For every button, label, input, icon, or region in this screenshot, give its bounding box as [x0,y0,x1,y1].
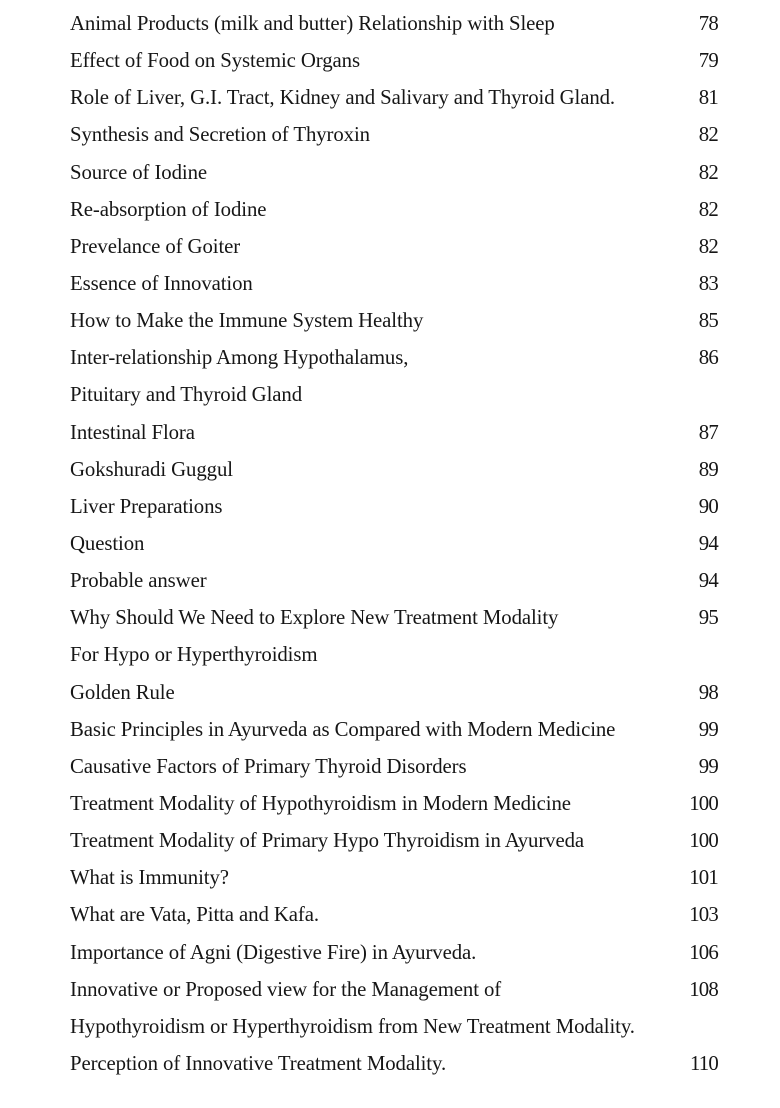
toc-entry-title: Effect of Food on Systemic Organs [70,49,360,73]
toc-entry-page-number: 100 [689,791,719,815]
toc-entry: For Hypo or Hyperthyroidism [0,638,780,675]
toc-entry: Probable answer 94 [0,564,780,601]
toc-entry-title: Prevelance of Goiter [70,234,241,258]
toc-entry-title: Golden Rule [70,680,175,704]
toc-entry-title: Importance of Agni (Digestive Fire) in A… [70,940,477,964]
toc-entry: Source of Iodine 82 [0,156,780,193]
toc-entry-page-number: 94 [698,569,719,593]
toc-entry: How to Make the Immune System Healthy 85 [0,304,780,341]
toc-entry-title: Re-absorption of Iodine [70,197,267,221]
toc-entry: Why Should We Need to Explore New Treatm… [0,601,780,638]
toc-entry: Basic Principles in Ayurveda as Compared… [0,713,780,750]
toc-entry: Animal Products (milk and butter) Relati… [0,7,780,44]
toc-entry-page-number: 78 [698,12,719,35]
toc-entry: Intestinal Flora 87 [0,416,780,453]
toc-entry-page-number: 101 [689,866,719,890]
toc-entry: Role of Liver, G.I. Tract, Kidney and Sa… [0,81,780,118]
toc-entry: Inter-relationship Among Hypothalamus, 86 [0,341,780,378]
toc-entry: Question 94 [0,527,780,564]
toc-entry-page-number: 103 [689,903,719,927]
toc-entry-title: Animal Products (milk and butter) Relati… [70,12,555,35]
toc-entry-page-number: 94 [698,531,719,555]
toc-entry: Causative Factors of Primary Thyroid Dis… [0,750,780,787]
toc-entry: Re-absorption of Iodine 82 [0,193,780,230]
toc-entry-title: Essence of Innovation [70,271,253,295]
toc-entry: Golden Rule 98 [0,676,780,713]
toc-entry: Treatment Modality of Primary Hypo Thyro… [0,824,780,861]
toc-entry-title: Pituitary and Thyroid Gland [70,383,303,407]
toc-entry-page-number: 100 [689,829,719,853]
toc-entry-title: Probable answer [70,569,207,593]
toc-entry-page-number: 95 [698,606,719,630]
toc-entry: Liver Preparations 90 [0,490,780,527]
toc-entry-page-number: 86 [698,346,719,370]
toc-entry-title: What are Vata, Pitta and Kafa. [70,903,319,927]
toc-entry: Prevelance of Goiter 82 [0,230,780,267]
toc-entry: Effect of Food on Systemic Organs 79 [0,44,780,81]
toc-entry: What is Immunity? 101 [0,861,780,898]
toc-entry-page-number: 79 [698,49,719,73]
toc-entry: Synthesis and Secretion of Thyroxin 82 [0,118,780,155]
toc-entry-title: Treatment Modality of Hypothyroidism in … [70,791,571,815]
toc-entry-title: Basic Principles in Ayurveda as Compared… [70,717,616,741]
toc-entry-page-number: 85 [698,309,719,333]
toc-entry-page-number: 83 [698,271,719,295]
toc-entry: Pituitary and Thyroid Gland [0,378,780,415]
toc-entry-page-number: 99 [698,717,719,741]
toc-entry-title: Role of Liver, G.I. Tract, Kidney and Sa… [70,86,616,110]
toc-entry-title: Perception of Innovative Treatment Modal… [70,1051,447,1075]
toc-entry: Importance of Agni (Digestive Fire) in A… [0,936,780,973]
toc-entry-title: Causative Factors of Primary Thyroid Dis… [70,754,467,778]
toc-entry-page-number: 106 [689,940,719,964]
toc-entry: What are Vata, Pitta and Kafa. 103 [0,898,780,935]
toc-entry: Essence of Innovation 83 [0,267,780,304]
toc-entry-title: Innovative or Proposed view for the Mana… [70,977,502,1001]
toc-entry-page-number: 87 [698,420,719,444]
toc-entry-title: For Hypo or Hyperthyroidism [70,643,318,667]
toc-entry-title: How to Make the Immune System Healthy [70,309,424,333]
toc-entry: Treatment Modality of Hypothyroidism in … [0,787,780,824]
toc-entry-title: Inter-relationship Among Hypothalamus, [70,346,409,370]
toc-entry: Gokshuradi Guggul 89 [0,453,780,490]
toc-entry: Innovative or Proposed view for the Mana… [0,973,780,1010]
toc-entry-title: What is Immunity? [70,866,229,890]
toc-entry-title: Why Should We Need to Explore New Treatm… [70,606,559,630]
toc-entry-page-number: 110 [689,1051,719,1075]
toc-entry-title: Treatment Modality of Primary Hypo Thyro… [70,829,584,853]
toc-entry-title: Hypothyroidism or Hyperthyroidism from N… [70,1014,635,1038]
toc-entry-title: Gokshuradi Guggul [70,457,233,481]
toc-entry-page-number: 99 [698,754,719,778]
toc-entry-title: Liver Preparations [70,494,223,518]
table-of-contents: Animal Products (milk and butter) Relati… [0,7,780,1084]
toc-entry-page-number: 82 [698,123,719,147]
toc-entry-page-number: 81 [698,86,719,110]
toc-entry-title: Intestinal Flora [70,420,195,444]
toc-entry: Hypothyroidism or Hyperthyroidism from N… [0,1010,780,1047]
toc-entry: Perception of Innovative Treatment Modal… [0,1047,780,1084]
toc-entry-page-number: 82 [698,234,719,258]
toc-entry-page-number: 98 [698,680,719,704]
toc-entry-title: Synthesis and Secretion of Thyroxin [70,123,370,147]
toc-entry-title: Source of Iodine [70,160,208,184]
toc-entry-page-number: 82 [698,197,719,221]
toc-entry-title: Question [70,531,145,555]
toc-entry-page-number: 89 [698,457,719,481]
toc-entry-page-number: 90 [698,494,719,518]
toc-entry-page-number: 108 [689,977,719,1001]
toc-entry-page-number: 82 [698,160,719,184]
